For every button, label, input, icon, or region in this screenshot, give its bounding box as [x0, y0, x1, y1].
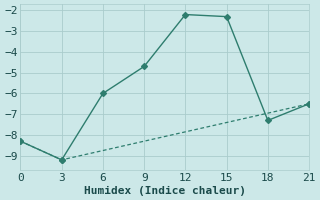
X-axis label: Humidex (Indice chaleur): Humidex (Indice chaleur) — [84, 186, 246, 196]
